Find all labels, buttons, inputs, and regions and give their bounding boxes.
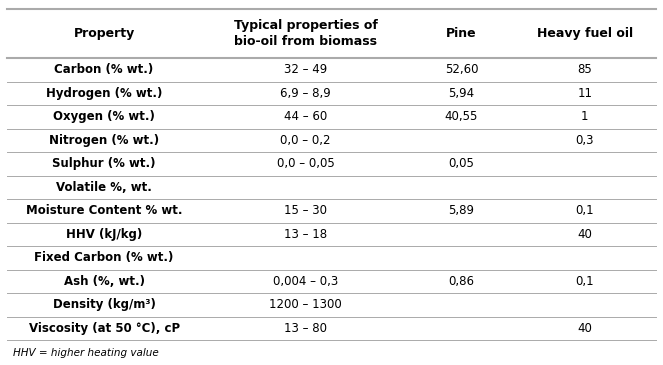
Text: Volatile %, wt.: Volatile %, wt. [56,181,152,194]
Text: 0,3: 0,3 [575,134,594,147]
Text: 0,05: 0,05 [448,157,475,170]
Text: 44 – 60: 44 – 60 [284,110,327,123]
Text: 40: 40 [577,322,592,335]
Text: 1200 – 1300: 1200 – 1300 [269,299,342,311]
Text: 15 – 30: 15 – 30 [284,204,327,218]
Text: 0,0 – 0,2: 0,0 – 0,2 [280,134,331,147]
Text: 1: 1 [581,110,589,123]
Text: Property: Property [74,27,135,40]
Text: 0,1: 0,1 [575,275,594,288]
Text: HHV = higher heating value: HHV = higher heating value [13,348,159,358]
Text: 85: 85 [577,63,592,76]
Text: 0,86: 0,86 [448,275,475,288]
Text: Typical properties of
bio-oil from biomass: Typical properties of bio-oil from bioma… [233,19,377,48]
Text: 11: 11 [577,87,593,100]
Text: Hydrogen (% wt.): Hydrogen (% wt.) [46,87,162,100]
Text: Density (kg/m³): Density (kg/m³) [52,299,156,311]
Text: 13 – 18: 13 – 18 [284,228,327,241]
Text: Fixed Carbon (% wt.): Fixed Carbon (% wt.) [34,251,174,264]
Text: 5,94: 5,94 [448,87,475,100]
Text: Viscosity (at 50 °C), cP: Viscosity (at 50 °C), cP [29,322,180,335]
Text: 0,1: 0,1 [575,204,594,218]
Text: 13 – 80: 13 – 80 [284,322,327,335]
Text: 0,0 – 0,05: 0,0 – 0,05 [276,157,334,170]
Text: Ash (%, wt.): Ash (%, wt.) [64,275,145,288]
Text: 40,55: 40,55 [445,110,478,123]
Text: 0,004 – 0,3: 0,004 – 0,3 [273,275,338,288]
Text: 52,60: 52,60 [445,63,478,76]
Text: 32 – 49: 32 – 49 [284,63,327,76]
Text: Oxygen (% wt.): Oxygen (% wt.) [53,110,155,123]
Text: 5,89: 5,89 [448,204,475,218]
Text: Pine: Pine [446,27,477,40]
Text: Carbon (% wt.): Carbon (% wt.) [54,63,154,76]
Text: Moisture Content % wt.: Moisture Content % wt. [26,204,182,218]
Text: Sulphur (% wt.): Sulphur (% wt.) [52,157,156,170]
Text: HHV (kJ/kg): HHV (kJ/kg) [66,228,143,241]
Text: 6,9 – 8,9: 6,9 – 8,9 [280,87,331,100]
Text: Nitrogen (% wt.): Nitrogen (% wt.) [49,134,159,147]
Text: 40: 40 [577,228,592,241]
Text: Heavy fuel oil: Heavy fuel oil [537,27,633,40]
